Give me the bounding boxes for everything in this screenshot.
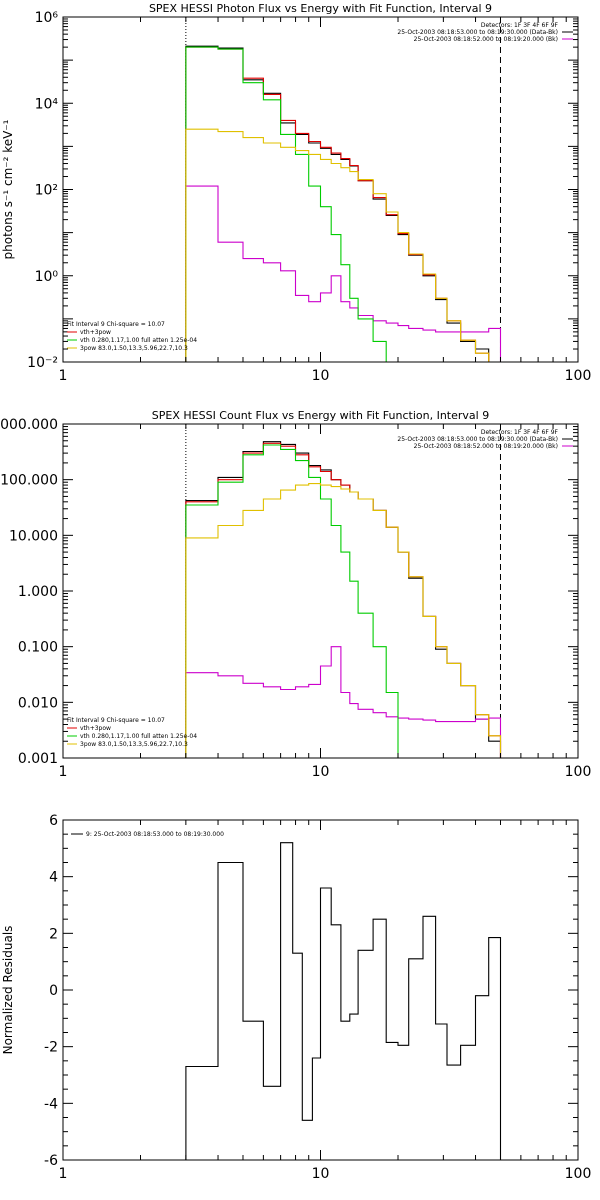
legend-entry: vth+3pow <box>80 725 111 732</box>
series-line-2 <box>185 646 502 758</box>
legend-entry: 3pow 83.0,1.50,13.3,5.96,22.7,10.3 <box>80 741 188 748</box>
y-tick-label: 0 <box>49 983 58 999</box>
x-tick-label: 10 <box>312 764 330 780</box>
legend-entry: Fit Interval 9 Chi-square = 10.07 <box>67 321 165 328</box>
x-tick-label: 1 <box>59 764 68 780</box>
legend-entry: vth 0.280,1.17,1.00 full atten 1.25e-04 <box>80 733 197 740</box>
series-line-3 <box>185 46 502 362</box>
x-tick-label: 1 <box>59 1166 68 1182</box>
series-line-1 <box>185 842 502 1160</box>
y-tick-label: 10⁰ <box>35 269 59 285</box>
series-line-5 <box>185 128 502 362</box>
y-tick-label: 10⁴ <box>35 96 59 112</box>
x-tick-label: 100 <box>565 1166 592 1182</box>
x-tick-label: 10 <box>312 1166 330 1182</box>
legend-entry: 9: 25-Oct-2003 08:18:53.000 to 08:19:30.… <box>86 831 224 838</box>
series-line-1 <box>185 45 501 362</box>
chart-panel-3: Normalized Residuals 1 10 100 -6 -4 -2 0 2 4 6 9: 2… <box>1 813 591 1182</box>
y-tick-label: 10.000 <box>9 528 58 544</box>
y-tick-label: -2 <box>44 1040 58 1056</box>
y-tick-label: 0.010 <box>18 695 58 711</box>
y-tick-label: 10² <box>35 183 58 199</box>
series-line-5 <box>185 483 502 758</box>
legend-entry: 3pow 83.0,1.50,13.3,5.96,22.7,10.3 <box>80 345 188 352</box>
chart-panel-2: SPEX HESSI Count Flux vs Energy with Fit… <box>0 409 592 780</box>
chart-title: SPEX HESSI Count Flux vs Energy with Fit… <box>152 409 489 422</box>
legend-entry: vth+3pow <box>80 329 111 336</box>
chart-title: SPEX HESSI Photon Flux vs Energy with Fi… <box>149 2 492 15</box>
y-tick-label: 4 <box>49 870 58 886</box>
legend-entry: 25-Oct-2003 08:18:52.000 to 08:19:20.000… <box>414 36 558 43</box>
y-tick-label: 10⁻² <box>27 355 58 371</box>
series-group <box>185 441 502 758</box>
legend-entry: 25-Oct-2003 08:18:52.000 to 08:19:20.000… <box>414 443 558 450</box>
legend-entry: Fit Interval 9 Chi-square = 10.07 <box>67 717 165 724</box>
y-tick-label: 10⁶ <box>35 10 59 26</box>
y-tick-label: 2 <box>49 926 58 942</box>
legend-entry: Detectors: 1F 3F 4F 6F 9F <box>481 429 559 436</box>
y-tick-label: 100.000 <box>0 473 58 489</box>
y-tick-label: -4 <box>44 1096 58 1112</box>
x-tick-label: 100 <box>565 764 592 780</box>
y-tick-label: 1.000 <box>18 584 58 600</box>
series-group <box>185 45 502 362</box>
y-axis-label: Normalized Residuals <box>1 926 15 1055</box>
legend-entry: Detectors: 1F 3F 4F 6F 9F <box>481 22 559 29</box>
series-line-3 <box>185 442 502 758</box>
legend-entry: vth 0.280,1.17,1.00 full atten 1.25e-04 <box>80 337 197 344</box>
y-tick-label: 0.100 <box>18 640 58 656</box>
y-axis-label: photons s⁻¹ cm⁻² keV⁻¹ <box>1 119 15 259</box>
chart-panel-1: SPEX HESSI Photon Flux vs Energy with Fi… <box>1 2 592 384</box>
series-line-2 <box>185 185 502 362</box>
x-tick-label: 10 <box>312 368 330 384</box>
series-line-4 <box>185 46 502 362</box>
y-tick-label: -6 <box>44 1153 58 1169</box>
series-group <box>185 842 502 1160</box>
x-tick-label: 100 <box>565 368 592 384</box>
legend-entry: 25-Oct-2003 08:18:53.000 to 08:19:30.000… <box>397 436 558 443</box>
y-tick-label: 6 <box>49 813 58 829</box>
x-tick-label: 1 <box>59 368 68 384</box>
series-line-4 <box>185 444 502 758</box>
legend-entry: 25-Oct-2003 08:18:53.000 to 08:19:30.000… <box>397 29 558 36</box>
y-tick-label: 0.001 <box>18 751 58 767</box>
